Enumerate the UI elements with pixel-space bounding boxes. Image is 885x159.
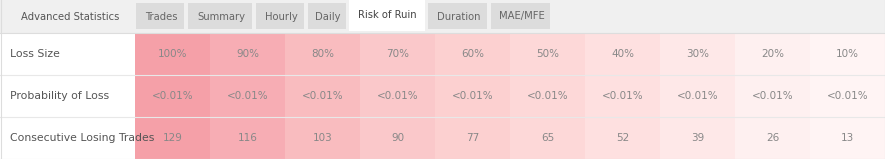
Bar — [210, 33, 285, 75]
Text: 129: 129 — [163, 133, 182, 143]
Bar — [210, 117, 285, 159]
Text: <0.01%: <0.01% — [302, 91, 343, 101]
Bar — [660, 75, 735, 117]
Text: <0.01%: <0.01% — [602, 91, 643, 101]
Text: 60%: 60% — [461, 49, 484, 59]
Bar — [585, 117, 660, 159]
Bar — [135, 75, 210, 117]
Bar — [210, 75, 285, 117]
Bar — [735, 117, 810, 159]
Text: <0.01%: <0.01% — [677, 91, 719, 101]
Bar — [435, 75, 510, 117]
Bar — [660, 117, 735, 159]
Bar — [360, 33, 435, 75]
Text: Summary: Summary — [197, 11, 245, 21]
Text: <0.01%: <0.01% — [527, 91, 568, 101]
Text: 116: 116 — [237, 133, 258, 143]
Text: 40%: 40% — [611, 49, 634, 59]
Text: Hourly: Hourly — [265, 11, 297, 21]
Bar — [735, 33, 810, 75]
Bar — [810, 33, 885, 75]
Bar — [349, 0, 425, 31]
Text: 20%: 20% — [761, 49, 784, 59]
Bar — [360, 117, 435, 159]
Text: 100%: 100% — [158, 49, 188, 59]
Text: 77: 77 — [466, 133, 479, 143]
Text: 50%: 50% — [536, 49, 559, 59]
Text: Advanced Statistics: Advanced Statistics — [21, 11, 119, 21]
Text: Consecutive Losing Trades: Consecutive Losing Trades — [10, 133, 154, 143]
Text: 52: 52 — [616, 133, 629, 143]
Bar — [428, 3, 487, 29]
Bar — [0, 117, 135, 159]
Bar — [285, 75, 360, 117]
Text: Loss Size: Loss Size — [10, 49, 60, 59]
Bar — [0, 33, 135, 75]
Text: 39: 39 — [691, 133, 704, 143]
Bar — [0, 0, 885, 33]
Text: 65: 65 — [541, 133, 554, 143]
Text: Trades: Trades — [145, 11, 177, 21]
Text: 90: 90 — [391, 133, 404, 143]
Bar — [435, 33, 510, 75]
Text: <0.01%: <0.01% — [227, 91, 268, 101]
Text: <0.01%: <0.01% — [151, 91, 193, 101]
Text: 30%: 30% — [686, 49, 709, 59]
Text: 13: 13 — [841, 133, 854, 143]
Bar — [585, 33, 660, 75]
Bar — [136, 3, 184, 29]
Bar — [360, 75, 435, 117]
Text: 10%: 10% — [836, 49, 859, 59]
Text: Daily: Daily — [315, 11, 341, 21]
Text: <0.01%: <0.01% — [751, 91, 793, 101]
Bar — [0, 33, 885, 159]
Text: <0.01%: <0.01% — [827, 91, 868, 101]
Bar — [135, 33, 210, 75]
Text: 26: 26 — [766, 133, 779, 143]
Text: Duration: Duration — [437, 11, 481, 21]
Bar — [435, 117, 510, 159]
Bar — [0, 75, 135, 117]
Bar — [285, 33, 360, 75]
Bar — [810, 117, 885, 159]
Bar — [308, 3, 346, 29]
Bar — [735, 75, 810, 117]
Text: Probability of Loss: Probability of Loss — [10, 91, 109, 101]
Text: MAE/MFE: MAE/MFE — [498, 11, 544, 21]
Bar — [510, 117, 585, 159]
Text: 70%: 70% — [386, 49, 409, 59]
Text: 90%: 90% — [236, 49, 259, 59]
Text: <0.01%: <0.01% — [377, 91, 419, 101]
Bar — [285, 117, 360, 159]
Bar — [135, 117, 210, 159]
Text: Risk of Ruin: Risk of Ruin — [358, 10, 416, 21]
Text: 80%: 80% — [311, 49, 334, 59]
Bar — [510, 75, 585, 117]
Bar — [188, 3, 252, 29]
Bar — [585, 75, 660, 117]
Bar — [510, 33, 585, 75]
Bar — [660, 33, 735, 75]
Text: 103: 103 — [312, 133, 333, 143]
Bar — [256, 3, 304, 29]
Bar — [810, 75, 885, 117]
Bar — [491, 3, 550, 29]
Text: <0.01%: <0.01% — [451, 91, 493, 101]
